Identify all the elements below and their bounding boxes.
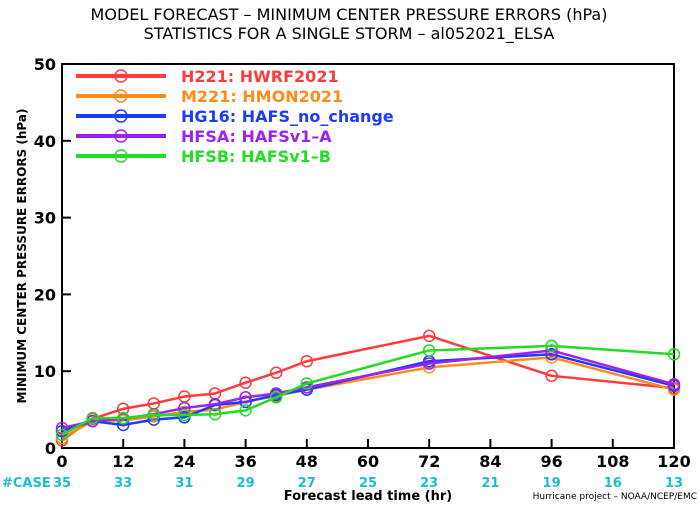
data-point (178, 408, 191, 422)
case-count: 27 (298, 476, 316, 491)
legend-marker (114, 89, 128, 103)
y-axis-label: MINIMUM CENTER PRESSURE ERRORS (hPa) (15, 109, 29, 404)
legend-label: HG16: HAFS_no_change (181, 107, 394, 126)
credit-text: Hurricane project – NOAA/NCEP/EMC (533, 492, 697, 502)
data-point (300, 354, 314, 368)
legend-label: M221: HMON2021 (181, 87, 343, 106)
data-point (55, 428, 69, 442)
x-tick-label: 12 (112, 452, 134, 471)
case-count: 31 (175, 476, 193, 491)
legend-label: H221: HWRF2021 (181, 67, 339, 86)
case-count: 19 (543, 476, 561, 491)
legend-marker (114, 69, 128, 83)
series-5 (55, 339, 681, 442)
y-axis: 0 10 20 30 40 50 (34, 55, 71, 458)
x-tick-label: 84 (479, 452, 501, 471)
x-tick-label: 72 (418, 452, 440, 471)
data-point (55, 431, 69, 445)
data-point (269, 366, 283, 379)
x-tick-label: 48 (296, 452, 318, 471)
x-tick-label: 120 (657, 452, 690, 471)
series-2 (55, 351, 681, 445)
data-point (545, 339, 558, 353)
legend-marker (114, 109, 128, 123)
data-point (239, 391, 252, 404)
case-count: 13 (665, 476, 683, 491)
case-count: 35 (53, 476, 71, 491)
case-count: 33 (114, 476, 132, 491)
case-label: #CASE (2, 476, 51, 491)
y-tick-label: 10 (34, 362, 56, 381)
data-point (269, 391, 283, 404)
case-count: 21 (481, 476, 499, 491)
case-count: 16 (604, 476, 622, 491)
data-point (667, 348, 681, 361)
data-point (116, 411, 130, 425)
y-tick-label: 20 (34, 285, 56, 304)
series-layer (55, 329, 681, 447)
data-point (300, 377, 314, 390)
case-counts: 35 33 31 29 27 25 23 21 19 16 13 (53, 476, 683, 491)
case-count: 25 (359, 476, 377, 491)
x-tick-label: 96 (540, 452, 562, 471)
data-point (178, 401, 191, 415)
y-tick-label: 0 (45, 439, 56, 458)
data-point (208, 397, 222, 411)
chart-subtitle: STATISTICS FOR A SINGLE STORM – al052021… (144, 24, 555, 44)
data-point (422, 344, 436, 357)
x-tick-label: 108 (596, 452, 629, 471)
x-axis-label: Forecast lead time (hr) (284, 489, 452, 504)
data-point (239, 376, 252, 389)
chart-title: MODEL FORECAST – MINIMUM CENTER PRESSURE… (91, 5, 608, 24)
x-tick-label: 24 (173, 452, 195, 471)
data-point (86, 411, 99, 425)
legend-marker (114, 149, 128, 163)
x-tick-label: 60 (357, 452, 379, 471)
data-point (422, 357, 436, 370)
data-point (667, 378, 681, 391)
legend-marker (114, 129, 128, 143)
series-3 (55, 348, 681, 438)
data-point (239, 404, 252, 417)
legend-label: HFSA: HAFSv1–A (181, 127, 332, 146)
data-point (147, 408, 161, 422)
legend-label: HFSB: HAFSv1–B (181, 147, 331, 166)
data-point (545, 348, 558, 361)
x-tick-label: 0 (56, 452, 67, 471)
case-count: 23 (420, 476, 438, 491)
y-tick-label: 40 (34, 132, 56, 151)
data-point (422, 329, 436, 343)
y-tick-label: 30 (34, 209, 56, 228)
case-count: 29 (237, 476, 255, 491)
x-axis: 0 12 24 36 48 60 72 84 96 108 120 (56, 439, 691, 471)
data-point (545, 369, 558, 383)
data-point (208, 407, 222, 421)
x-tick-label: 36 (234, 452, 256, 471)
y-tick-label: 50 (34, 55, 56, 74)
